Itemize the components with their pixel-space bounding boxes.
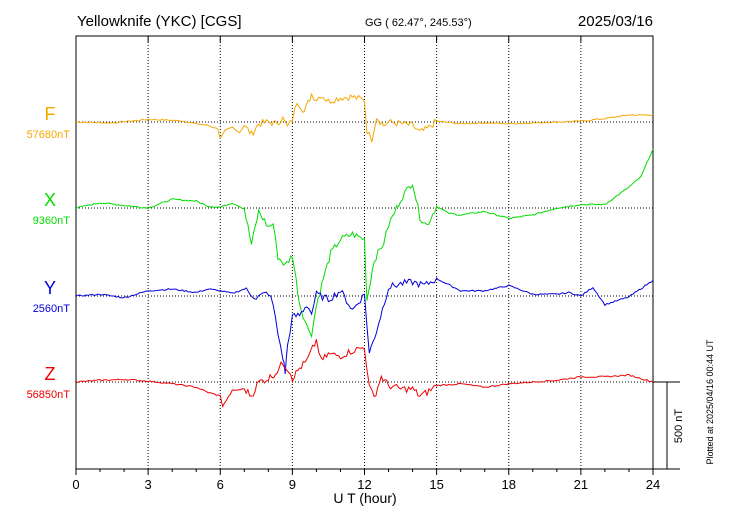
date-label: 2025/03/16 [578,13,653,30]
x-tick-label: 15 [429,477,443,492]
x-tick-label: 3 [145,477,152,492]
station-title: Yellowknife (YKC) [CGS] [77,13,242,30]
series-line-f [76,92,654,143]
series-labels: F 57680nT X 9360nT Y 2560nT Z 56850nT [27,104,71,401]
x-tick-label: 0 [72,477,79,492]
scale-bar-label: 500 nT [673,409,685,444]
series-baseline-label: 9360nT [33,215,71,227]
x-tick-label: 6 [217,477,224,492]
series-line-x [75,148,654,339]
series-name-y: Y [44,278,56,298]
series-lines [75,92,654,408]
series-line-y [75,277,654,375]
x-axis-ticks: 0 3 6 9 12 15 18 21 24 [72,36,660,492]
series-name-x: X [44,190,56,210]
series-line-z [75,339,654,408]
x-tick-label: 18 [502,477,516,492]
series-baseline-label: 56850nT [27,389,71,401]
x-tick-label: 21 [574,477,588,492]
scale-bar: 500 nT [653,381,685,470]
coordinates-label: GG ( 62.47°, 245.53°) [365,17,472,29]
series-name-f: F [45,104,56,124]
series-name-z: Z [45,364,56,384]
series-baseline-label: 57680nT [27,129,71,141]
x-tick-label: 9 [289,477,296,492]
series-baseline-label: 2560nT [33,303,71,315]
plotted-at-note: Plotted at 2025/04/16 00:44 UT [705,339,715,465]
x-tick-label: 12 [357,477,371,492]
x-axis-label: U T (hour) [333,490,396,506]
x-tick-label: 24 [646,477,660,492]
